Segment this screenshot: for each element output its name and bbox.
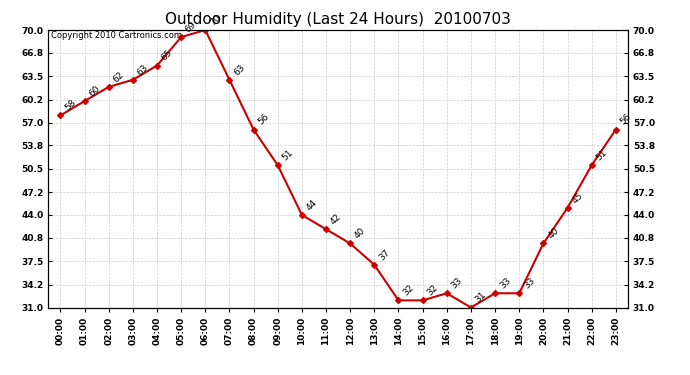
- Text: 56: 56: [619, 112, 633, 127]
- Title: Outdoor Humidity (Last 24 Hours)  20100703: Outdoor Humidity (Last 24 Hours) 2010070…: [165, 12, 511, 27]
- Text: 45: 45: [571, 191, 584, 205]
- Text: 40: 40: [546, 226, 560, 241]
- Text: 32: 32: [426, 283, 440, 298]
- Text: 32: 32: [402, 283, 415, 298]
- Text: 58: 58: [63, 98, 78, 112]
- Text: 51: 51: [281, 148, 295, 162]
- Text: 37: 37: [377, 248, 392, 262]
- Text: 70: 70: [208, 13, 223, 27]
- Text: 31: 31: [474, 290, 489, 305]
- Text: 51: 51: [595, 148, 609, 162]
- Text: 33: 33: [498, 276, 513, 291]
- Text: 60: 60: [88, 84, 102, 98]
- Text: 62: 62: [112, 70, 126, 84]
- Text: 63: 63: [136, 63, 150, 77]
- Text: 44: 44: [305, 198, 319, 212]
- Text: 42: 42: [329, 212, 343, 226]
- Text: Copyright 2010 Cartronics.com: Copyright 2010 Cartronics.com: [51, 32, 182, 40]
- Text: 33: 33: [450, 276, 464, 291]
- Text: 56: 56: [257, 112, 271, 127]
- Text: 33: 33: [522, 276, 537, 291]
- Text: 65: 65: [160, 48, 175, 63]
- Text: 69: 69: [184, 20, 199, 34]
- Text: 40: 40: [353, 226, 367, 241]
- Text: 63: 63: [233, 63, 247, 77]
